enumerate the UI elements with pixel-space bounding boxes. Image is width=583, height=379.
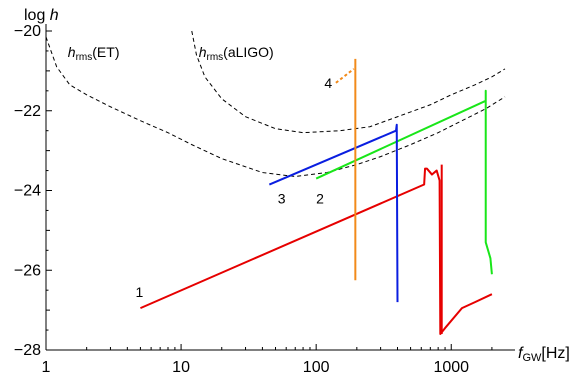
series-line-3	[268, 123, 399, 303]
reference-curve-label: hrms(aLIGO)	[199, 44, 274, 63]
x-tick-label: 1000	[433, 359, 469, 376]
y-tick-label: −28	[14, 342, 41, 359]
x-axis-label: fGW[Hz]	[518, 345, 570, 364]
series-line-2	[315, 89, 493, 275]
y-tick-label: −20	[14, 23, 41, 40]
x-tick-label: 100	[303, 359, 330, 376]
y-tick-label: −24	[14, 183, 41, 200]
y-tick-label: −26	[14, 262, 41, 279]
x-tick-label: 1	[42, 359, 51, 376]
series-line-1	[140, 167, 493, 336]
y-tick-label: −22	[14, 103, 41, 120]
reference-curve-aligo	[191, 30, 506, 134]
series-layer	[140, 58, 493, 336]
axes: 1 10 100 1000 −20 −22 −24 −26 −28 log h fGW[Hz]	[14, 7, 570, 376]
reference-curves	[45, 30, 506, 178]
series-label-2: 2	[316, 190, 324, 206]
x-tick-label: 10	[172, 359, 190, 376]
series-label-3: 3	[278, 190, 286, 206]
y-axis-label: log h	[24, 7, 59, 24]
reference-curve-et	[45, 36, 506, 178]
reference-curve-label: hrms(ET)	[68, 44, 120, 63]
series-label-1: 1	[136, 284, 144, 300]
series-label-4: 4	[324, 75, 332, 91]
series-line-4	[335, 68, 355, 84]
labels-layer: hrms(ET) hrms(aLIGO) 1 2 3 4	[68, 44, 333, 300]
